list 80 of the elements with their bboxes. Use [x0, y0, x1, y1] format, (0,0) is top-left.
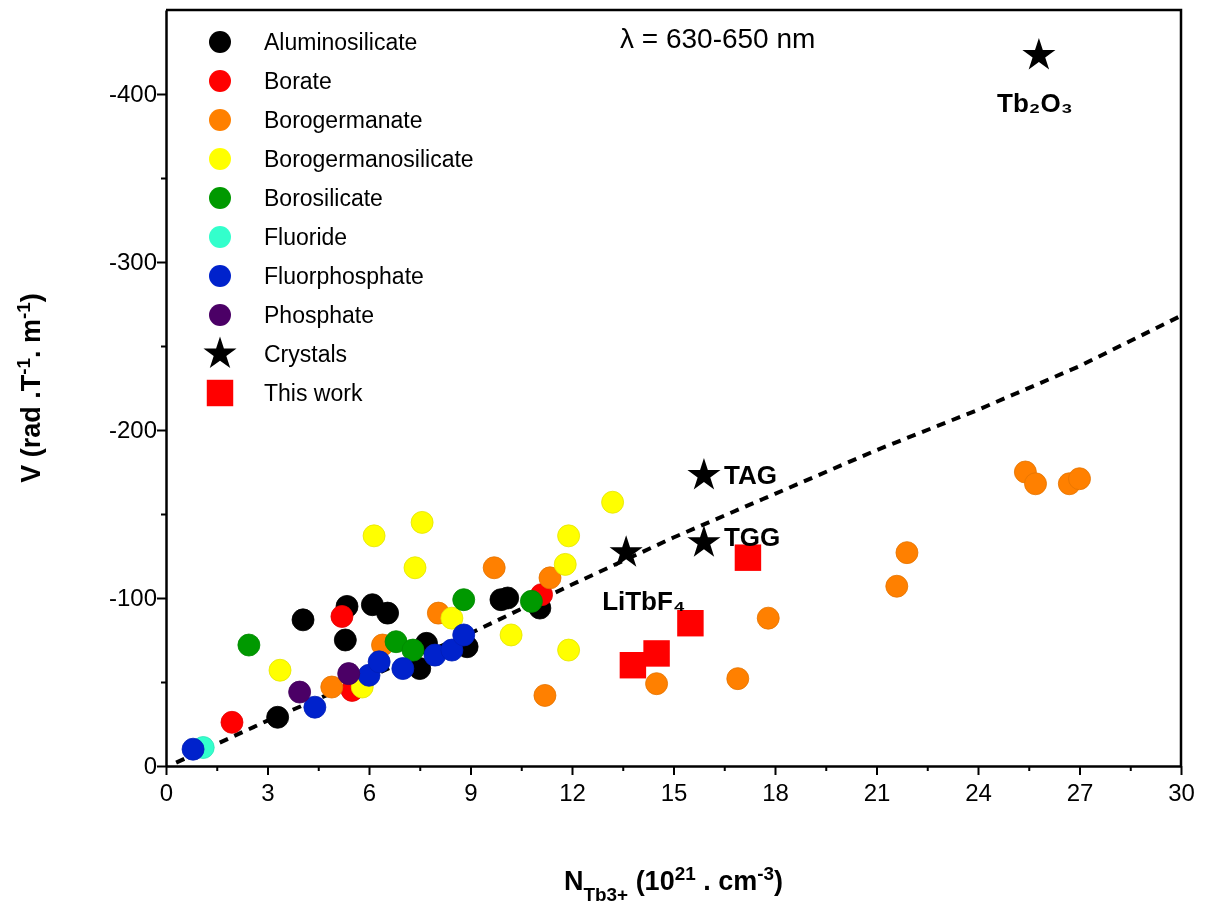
point — [440, 638, 464, 662]
point — [482, 556, 506, 580]
x-tick-label: 21 — [863, 779, 891, 807]
legend-label: Aluminosilicate — [264, 29, 418, 56]
point — [367, 650, 391, 674]
point — [266, 705, 290, 729]
legend-label: Borate — [264, 68, 332, 95]
y-tick-label: -400 — [108, 80, 157, 108]
point — [609, 535, 643, 567]
point — [557, 524, 581, 548]
point — [726, 667, 750, 691]
legend-label: Fluorphosphate — [264, 263, 424, 290]
point — [440, 606, 464, 630]
x-tick-label: 0 — [159, 779, 174, 807]
legend-label: This work — [264, 380, 363, 407]
point — [391, 657, 415, 680]
point — [756, 606, 780, 630]
x-tick-label: 30 — [1168, 779, 1195, 807]
point — [499, 623, 523, 647]
point — [220, 710, 244, 734]
point — [734, 544, 762, 571]
legend-label: Fluoride — [264, 224, 348, 251]
point — [645, 672, 668, 696]
x-tick-label: 3 — [261, 779, 275, 807]
point — [1068, 467, 1091, 491]
point — [333, 628, 357, 652]
point — [401, 638, 425, 662]
point — [601, 490, 624, 514]
point — [687, 525, 721, 557]
point — [362, 524, 386, 548]
point — [557, 638, 581, 662]
point — [895, 541, 919, 565]
point — [181, 737, 205, 761]
point — [237, 633, 261, 657]
x-axis-title: N$_{Tb3+}$ (10$^{21}$ . cm$^{-3}$) — [564, 862, 783, 905]
point — [1022, 37, 1056, 70]
point — [337, 662, 361, 685]
point — [619, 651, 647, 679]
x-tick-label: 6 — [362, 779, 377, 807]
annotation: TGG — [723, 521, 781, 552]
x-tick-label: 15 — [660, 779, 688, 807]
point — [303, 695, 327, 719]
annotation: λ = 630-650 nm — [620, 23, 816, 54]
point — [643, 640, 670, 667]
y-tick-label: -100 — [108, 584, 157, 612]
point — [687, 457, 721, 490]
x-tick-label: 27 — [1066, 779, 1094, 807]
annotation: TAG — [723, 460, 777, 491]
legend-label: Crystals — [264, 341, 348, 368]
x-tick-label: 24 — [965, 779, 992, 807]
x-tick-label: 18 — [762, 779, 789, 807]
annotation: Tb₂O₃ — [997, 88, 1073, 119]
point — [533, 684, 557, 707]
point — [452, 588, 476, 612]
y-tick-label: 0 — [143, 752, 157, 780]
point — [885, 574, 909, 598]
point — [384, 630, 408, 654]
point — [320, 675, 344, 699]
point — [410, 511, 434, 534]
point — [291, 608, 315, 632]
y-tick-label: -200 — [108, 416, 157, 444]
point — [520, 589, 543, 613]
point — [403, 556, 427, 580]
legend-label: Borogermanate — [264, 107, 423, 134]
point — [538, 566, 562, 590]
point — [330, 605, 354, 628]
point — [677, 609, 704, 637]
point — [553, 553, 577, 576]
point — [1024, 472, 1047, 496]
legend-label: Borogermanosilicate — [264, 146, 474, 173]
x-tick-label: 12 — [559, 779, 586, 807]
point — [376, 601, 400, 625]
point — [288, 680, 312, 704]
x-tick-label: 9 — [464, 779, 478, 807]
point — [268, 658, 292, 682]
legend-label: Borosilicate — [264, 185, 383, 212]
legend-label: Phosphate — [264, 302, 374, 329]
y-tick-label: -300 — [108, 248, 157, 276]
point — [452, 623, 476, 647]
annotation: LiTbF₄ — [602, 585, 686, 616]
